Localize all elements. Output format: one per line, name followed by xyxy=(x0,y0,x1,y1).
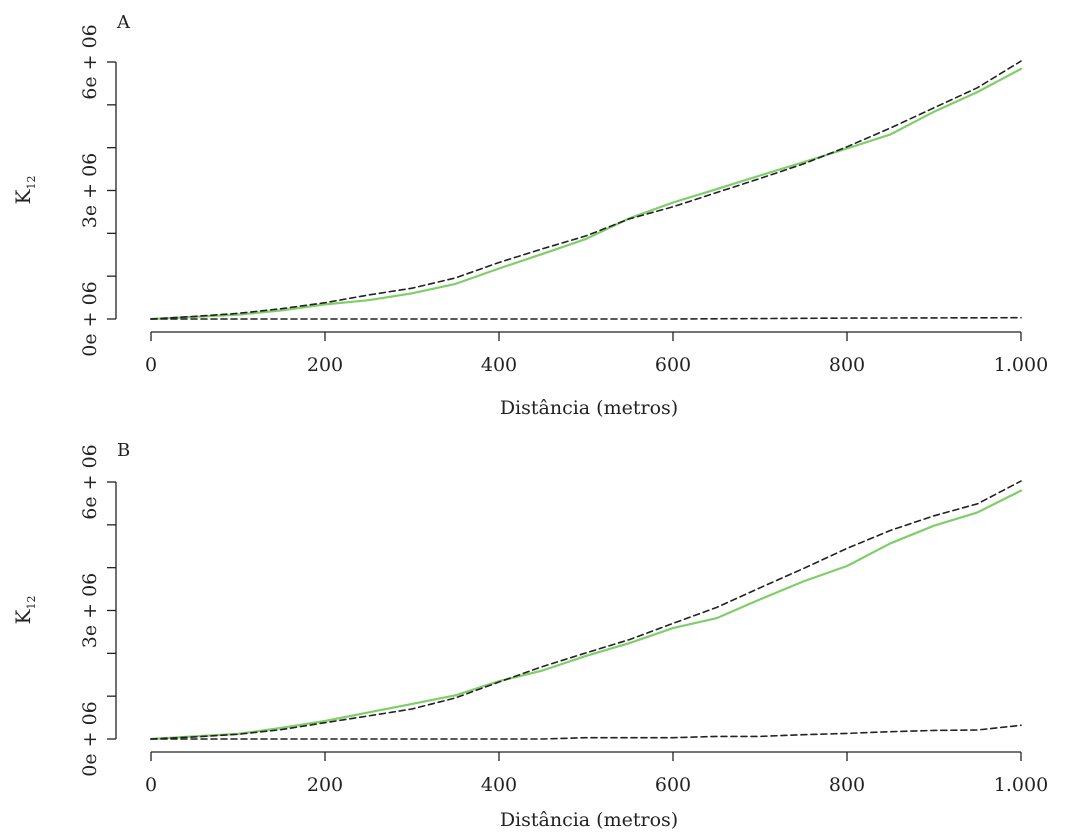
chart-b-series-2-line xyxy=(150,480,1022,740)
chart-a-y-tick-label: 0e + 06 xyxy=(79,281,101,357)
chart-a-series-3-line xyxy=(150,316,1022,320)
chart-b-series-3-line xyxy=(150,724,1022,740)
chart-b-x-tick-label: 800 xyxy=(829,774,865,796)
chart-b-y-axis-label: K12 xyxy=(11,596,38,625)
chart-b-y-tick-label: 3e + 06 xyxy=(79,573,101,649)
chart-a-x-tick-label: 1.000 xyxy=(994,354,1048,376)
chart-a-series-1-line xyxy=(149,67,1023,321)
chart-a-x-tick-label: 600 xyxy=(655,354,691,376)
chart-b-panel-label: B xyxy=(117,440,130,461)
chart-b-x-tick-label: 600 xyxy=(655,774,691,796)
chart-b-y-axis-label-subscript: 12 xyxy=(25,596,38,610)
chart-a-y-axis-label-subscript: 12 xyxy=(25,176,38,190)
chart-a: A 0 200 400 600 800 1.000 0e + 06 3e + 06 6e + 06… xyxy=(11,12,1048,419)
chart-a-x-tick-label: 0 xyxy=(145,354,157,376)
chart-a-x-tick-label: 400 xyxy=(481,354,517,376)
chart-b-y-tick-label: 6e + 06 xyxy=(79,444,101,520)
chart-a-y-tick-label: 6e + 06 xyxy=(79,24,101,100)
chart-b-x-tick-label: 0 xyxy=(145,774,157,796)
chart-b-x-axis-label: Distância (metros) xyxy=(500,809,678,831)
chart-b-series-1-line xyxy=(149,489,1023,741)
chart-b-x-tick-label: 400 xyxy=(481,774,517,796)
chart-b-x-tick-label: 1.000 xyxy=(994,774,1048,796)
chart-b-y-tick-label: 0e + 06 xyxy=(79,701,101,777)
chart-b-x-tick-label: 200 xyxy=(307,774,343,796)
chart-a-y-axis-label: K12 xyxy=(11,176,38,205)
chart-a-panel-label: A xyxy=(116,12,131,33)
chart-a-x-axis-label: Distância (metros) xyxy=(500,397,678,419)
chart-b: B 0 200 400 600 800 1.000 0e + 06 3e + 06 6e + 06… xyxy=(11,440,1048,831)
chart-a-series-2-line xyxy=(150,60,1022,320)
chart-a-x-tick-label: 800 xyxy=(829,354,865,376)
chart-a-x-tick-label: 200 xyxy=(307,354,343,376)
chart-a-y-tick-label: 3e + 06 xyxy=(79,153,101,229)
